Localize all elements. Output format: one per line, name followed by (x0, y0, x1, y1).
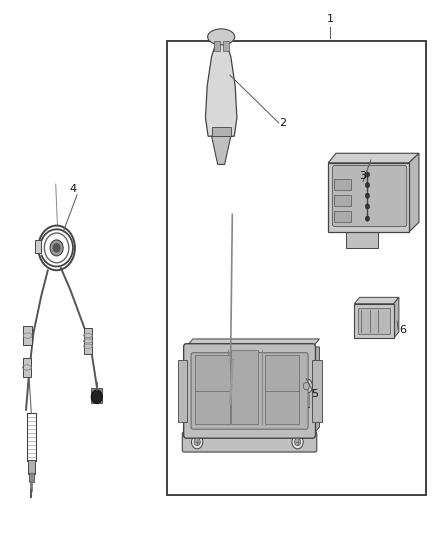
Polygon shape (394, 297, 399, 338)
Ellipse shape (208, 29, 235, 45)
Circle shape (300, 378, 312, 393)
Circle shape (365, 216, 370, 221)
FancyBboxPatch shape (191, 353, 308, 429)
Bar (265, 355, 299, 391)
Polygon shape (354, 297, 399, 304)
Text: 2: 2 (279, 118, 286, 128)
Circle shape (194, 438, 200, 446)
Circle shape (365, 193, 370, 198)
Circle shape (50, 240, 63, 256)
Bar (328, 163, 409, 232)
Bar (23, 326, 32, 345)
Bar (230, 350, 258, 424)
Bar (265, 388, 299, 424)
Bar (84, 328, 92, 354)
Bar (334, 211, 351, 222)
Polygon shape (212, 136, 231, 165)
Text: 5: 5 (311, 389, 318, 399)
Bar (358, 308, 390, 334)
Bar (354, 304, 394, 338)
Bar (214, 41, 220, 51)
Bar (28, 473, 34, 482)
Bar (195, 388, 230, 424)
Circle shape (292, 435, 303, 449)
Polygon shape (328, 154, 419, 163)
FancyBboxPatch shape (332, 165, 407, 227)
Bar (35, 240, 41, 253)
Circle shape (191, 435, 203, 449)
Bar (334, 179, 351, 190)
Bar (346, 229, 378, 248)
Bar (27, 413, 35, 461)
Polygon shape (409, 154, 419, 232)
Bar (312, 360, 321, 422)
Circle shape (365, 204, 370, 209)
Bar (195, 355, 230, 391)
Bar (28, 460, 35, 474)
Bar (166, 41, 426, 495)
Text: 6: 6 (399, 325, 406, 335)
FancyBboxPatch shape (184, 344, 315, 438)
Ellipse shape (91, 390, 102, 403)
Polygon shape (205, 37, 237, 136)
Polygon shape (186, 339, 319, 347)
Text: 3: 3 (360, 171, 367, 181)
Circle shape (365, 182, 370, 188)
Polygon shape (313, 347, 319, 435)
Circle shape (303, 382, 309, 390)
Bar (212, 127, 231, 136)
Bar (334, 195, 351, 206)
Bar (22, 358, 31, 377)
Circle shape (294, 438, 300, 446)
Bar (91, 388, 102, 403)
Bar (177, 360, 187, 422)
FancyBboxPatch shape (182, 432, 317, 452)
Circle shape (53, 244, 60, 252)
Text: 1: 1 (327, 14, 334, 25)
Bar (223, 41, 229, 51)
Circle shape (365, 172, 370, 177)
Text: 4: 4 (69, 184, 76, 195)
